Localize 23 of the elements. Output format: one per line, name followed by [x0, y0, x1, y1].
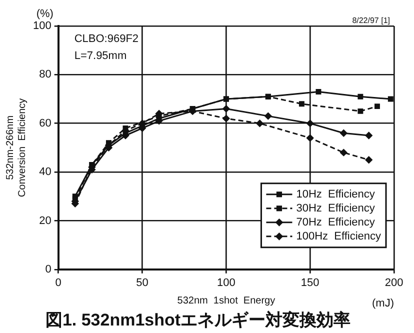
- y-tick-label: 60: [39, 117, 52, 130]
- y-tick-label: 40: [39, 166, 52, 178]
- y-axis-title: 532nm-266nm Conversion Efficiency: [4, 98, 28, 198]
- legend-label: 100Hz Efficiency: [296, 230, 382, 242]
- text: (%): [36, 8, 54, 20]
- text: (mJ): [372, 297, 394, 310]
- legend-label: 10Hz Efficiency: [296, 188, 376, 200]
- x-axis-title: 532nm 1shot Energy: [177, 295, 276, 306]
- x-tick-label: 150: [300, 277, 320, 290]
- y-tick-label: 100: [32, 20, 52, 32]
- y-tick-label: 20: [39, 214, 52, 227]
- annotation: L=7.95mm: [74, 50, 127, 62]
- text: 8/22/97 [1]: [352, 16, 390, 26]
- legend-label: 70Hz Efficiency: [296, 216, 376, 228]
- legend-label: 30Hz Efficiency: [296, 202, 376, 214]
- x-tick-label: 50: [136, 277, 148, 290]
- y-tick-label: 80: [39, 68, 52, 81]
- x-tick-label: 100: [216, 277, 236, 290]
- annotation: CLBO:969F2: [74, 33, 139, 46]
- text: 図1. 532nm1shotエネルギー対変換効率: [45, 310, 351, 330]
- y-tick-label: 0: [45, 263, 52, 276]
- x-tick-label: 200: [384, 277, 404, 290]
- x-tick-label: 0: [55, 277, 62, 290]
